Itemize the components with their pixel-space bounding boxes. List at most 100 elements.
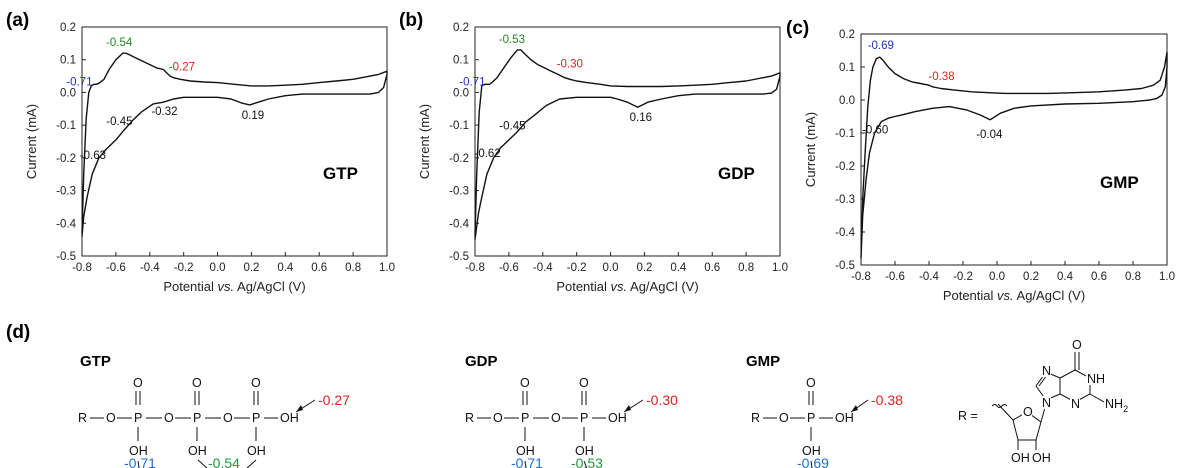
y-tick-label: -0.2 <box>835 161 855 173</box>
gdp-blue-value: -0.71 <box>511 455 543 468</box>
gmp-structure: GMP R O P O OH OH -0.38 -0.69 <box>746 353 903 468</box>
peak-label: -0.71 <box>66 76 92 88</box>
x-tick-label: -0.4 <box>140 262 160 274</box>
gdp-o4: O <box>579 376 589 390</box>
cv-curve <box>860 51 1168 259</box>
peak-label: -0.38 <box>928 71 954 83</box>
gdp-title: GDP <box>465 353 498 370</box>
gdp-structure: GDP R O P O OH O P O OH OH -0.30 <box>465 353 678 468</box>
peak-label: -0.27 <box>169 62 195 74</box>
gdp-r: R <box>465 411 474 425</box>
base-n9: N <box>1042 396 1051 410</box>
y-tick-label: -0.5 <box>56 251 76 263</box>
peak-label: -0.45 <box>106 116 132 128</box>
gtp-r: R <box>78 411 87 425</box>
y-tick-label: -0.1 <box>835 128 855 140</box>
x-tick-label: -0.8 <box>465 262 485 274</box>
base-nh: NH <box>1087 372 1105 386</box>
y-axis-label: Current (mA) <box>803 112 818 187</box>
ribose-oh2: OH <box>1032 451 1051 465</box>
x-tick-label: -0.6 <box>499 262 519 274</box>
gtp-blue-value: -0.71 <box>124 455 156 468</box>
x-tick-label: 0.6 <box>704 262 720 274</box>
base-nh2: NH2 <box>1105 397 1128 414</box>
y-tick-label: -0.3 <box>449 186 469 198</box>
gmp-p1: P <box>807 411 815 425</box>
x-tick-label: 0.0 <box>603 262 619 274</box>
gtp-o2: O <box>133 376 143 390</box>
y-tick-label: -0.2 <box>449 153 469 165</box>
peak-label: -0.60 <box>862 125 888 137</box>
gmp-oh1: OH <box>802 444 821 458</box>
peak-label: -0.53 <box>499 34 525 46</box>
plot-frame <box>860 33 1168 266</box>
x-tick-label: -0.8 <box>72 262 92 274</box>
y-axis-label: Current (mA) <box>24 104 39 179</box>
gtp-oh2: OH <box>188 444 207 458</box>
y-tick-label: 0.2 <box>60 22 76 34</box>
gdp-o3: O <box>551 411 561 425</box>
x-axis-label: Potential vs. Ag/AgCl (V) <box>943 288 1085 303</box>
y-tick-label: 0.1 <box>453 55 469 67</box>
gtp-green-value: -0.54 <box>208 455 240 468</box>
y-tick-label: 0.1 <box>839 62 855 74</box>
cv-plots: -0.8 -0.6 -0.4 -0.2 0.0 0.2 0.4 0.6 0.8 1.0-0.5-0… <box>6 10 1175 303</box>
x-tick-label: 1.0 <box>379 262 395 274</box>
gtp-o6: O <box>251 376 261 390</box>
gmp-o2: O <box>806 376 816 390</box>
y-tick-label: 0.2 <box>839 29 855 41</box>
peak-label: 0.19 <box>242 110 264 122</box>
y-tick-label: -0.1 <box>449 120 469 132</box>
y-tick-label: -0.5 <box>835 260 855 272</box>
cv-curve <box>474 49 781 240</box>
x-tick-label: 0.4 <box>670 262 687 274</box>
gmp-o1: O <box>779 411 789 425</box>
peak-label: -0.54 <box>106 37 133 49</box>
compound-label: GDP <box>718 164 755 183</box>
gdp-oh3: OH <box>608 411 627 425</box>
gtp-oh3: OH <box>247 444 266 458</box>
x-tick-label: 1.0 <box>1159 271 1175 283</box>
gtp-structure: GTP R O P O OH O P O OH O P O <box>78 353 350 468</box>
base-carbonyl-o: O <box>1072 338 1082 352</box>
x-tick-label: 0.2 <box>1023 271 1039 283</box>
base-n3: N <box>1071 397 1080 411</box>
peak-label: -0.71 <box>459 76 485 88</box>
peak-label: -0.04 <box>976 129 1003 141</box>
gdp-o1: O <box>493 411 503 425</box>
y-tick-label: 0.0 <box>60 87 76 99</box>
panel-letter-d: (d) <box>6 322 30 343</box>
gtp-o4: O <box>192 376 202 390</box>
ribose-oh1: OH <box>1011 451 1030 465</box>
gtp-p1: P <box>134 411 142 425</box>
x-axis-label: Potential vs. Ag/AgCl (V) <box>556 279 698 294</box>
y-tick-label: -0.4 <box>835 227 855 239</box>
panel-letter: (c) <box>786 18 809 39</box>
x-tick-label: -0.6 <box>106 262 126 274</box>
cv-curve <box>81 52 388 237</box>
gtp-oh1: OH <box>129 444 148 458</box>
ribose-o: O <box>1023 405 1033 419</box>
gtp-p2: P <box>193 411 201 425</box>
x-tick-label: -0.6 <box>885 271 905 283</box>
x-tick-label: 0.8 <box>738 262 754 274</box>
y-tick-label: -0.1 <box>56 120 76 132</box>
y-tick-label: -0.3 <box>835 194 855 206</box>
x-tick-label: -0.8 <box>851 271 871 283</box>
gdp-p1: P <box>521 411 529 425</box>
base-n7: N <box>1042 364 1051 378</box>
x-tick-label: 0.8 <box>1125 271 1141 283</box>
x-tick-label: 1.0 <box>772 262 788 274</box>
x-tick-label: 0.4 <box>277 262 294 274</box>
x-tick-label: -0.4 <box>919 271 939 283</box>
guanosine-structure: R = O OH OH N N O <box>958 338 1128 465</box>
plot-frame <box>81 26 388 257</box>
y-axis-label: Current (mA) <box>417 104 432 179</box>
gdp-oh1: OH <box>516 444 535 458</box>
x-tick-label: 0.2 <box>636 262 652 274</box>
gmp-title: GMP <box>746 353 780 370</box>
cv-plot-gdp: -0.8 -0.6 -0.4 -0.2 0.0 0.2 0.4 0.6 0.8 1.0 -0.5 -0… <box>399 10 788 294</box>
x-tick-label: -0.4 <box>533 262 553 274</box>
compound-label: GTP <box>323 164 358 183</box>
gtp-o1: O <box>106 411 116 425</box>
